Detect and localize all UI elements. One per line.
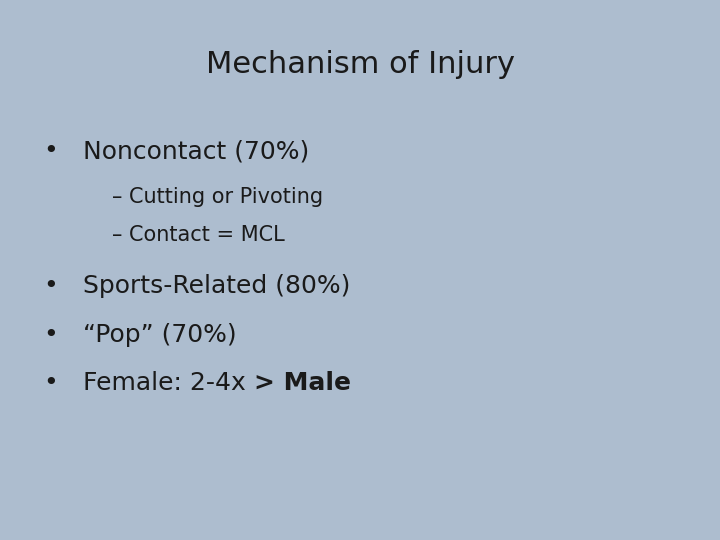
Text: “Pop” (70%): “Pop” (70%) (83, 323, 236, 347)
Text: Sports-Related (80%): Sports-Related (80%) (83, 274, 350, 298)
Text: > Male: > Male (253, 372, 351, 395)
Text: •: • (43, 139, 58, 163)
Text: Female: 2-4x: Female: 2-4x (83, 372, 253, 395)
Text: •: • (43, 274, 58, 298)
Text: Noncontact (70%): Noncontact (70%) (83, 139, 309, 163)
Text: •: • (43, 323, 58, 347)
Text: – Contact = MCL: – Contact = MCL (112, 225, 284, 245)
Text: Mechanism of Injury: Mechanism of Injury (205, 50, 515, 79)
Text: – Cutting or Pivoting: – Cutting or Pivoting (112, 187, 323, 207)
Text: •: • (43, 372, 58, 395)
